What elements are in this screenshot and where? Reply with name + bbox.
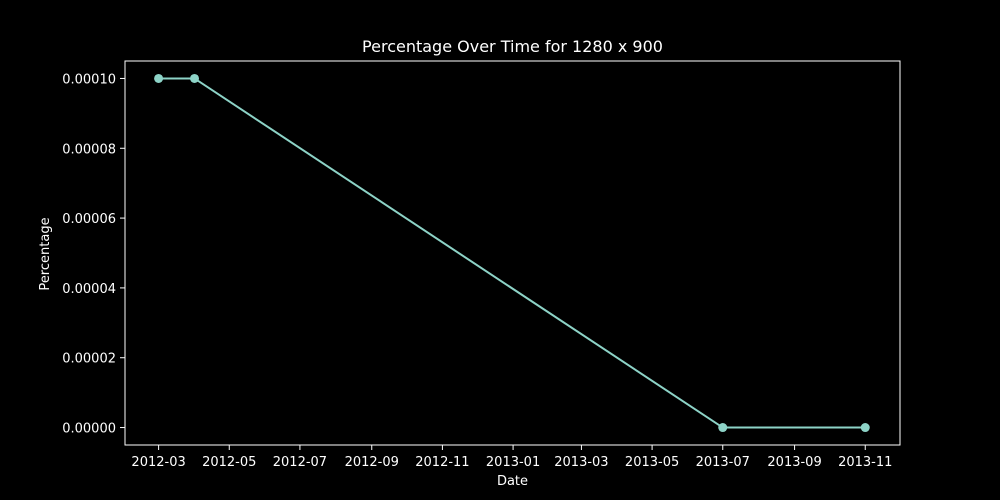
y-tick-label: 0.00000	[62, 422, 116, 437]
y-tick-label: 0.00002	[62, 352, 116, 367]
x-axis-label: Date	[497, 474, 528, 489]
data-point	[154, 73, 164, 83]
series-line	[158, 77, 866, 429]
y-tick-label: 0.00004	[62, 282, 116, 297]
x-tick-label: 2013-09	[767, 455, 821, 470]
x-tick-label: 2012-09	[345, 455, 399, 470]
x-tick-label: 2013-11	[838, 455, 892, 470]
y-tick-label: 0.00006	[62, 212, 116, 227]
plot-area: 2012-03 2012-05 2012-07 2012-09 2012-11 2013-…	[62, 60, 901, 470]
x-tick-label: 2013-03	[554, 455, 608, 470]
x-tick-label: 2013-01	[486, 455, 540, 470]
y-axis-label: Percentage	[38, 217, 53, 290]
chart-title: Percentage Over Time for 1280 x 900	[362, 37, 663, 56]
y-tick-label: 0.00010	[62, 72, 116, 87]
y-tick-label: 0.00008	[62, 142, 116, 157]
x-tick-label: 2012-07	[273, 455, 327, 470]
x-tick-label: 2012-11	[415, 455, 469, 470]
x-tick-label: 2013-05	[625, 455, 679, 470]
data-point	[718, 423, 728, 433]
plot-frame	[124, 60, 901, 446]
data-point	[860, 423, 870, 433]
data-point	[190, 73, 200, 83]
x-tick-label: 2012-03	[131, 455, 185, 470]
x-tick-label: 2013-07	[696, 455, 750, 470]
x-tick-label: 2012-05	[202, 455, 256, 470]
